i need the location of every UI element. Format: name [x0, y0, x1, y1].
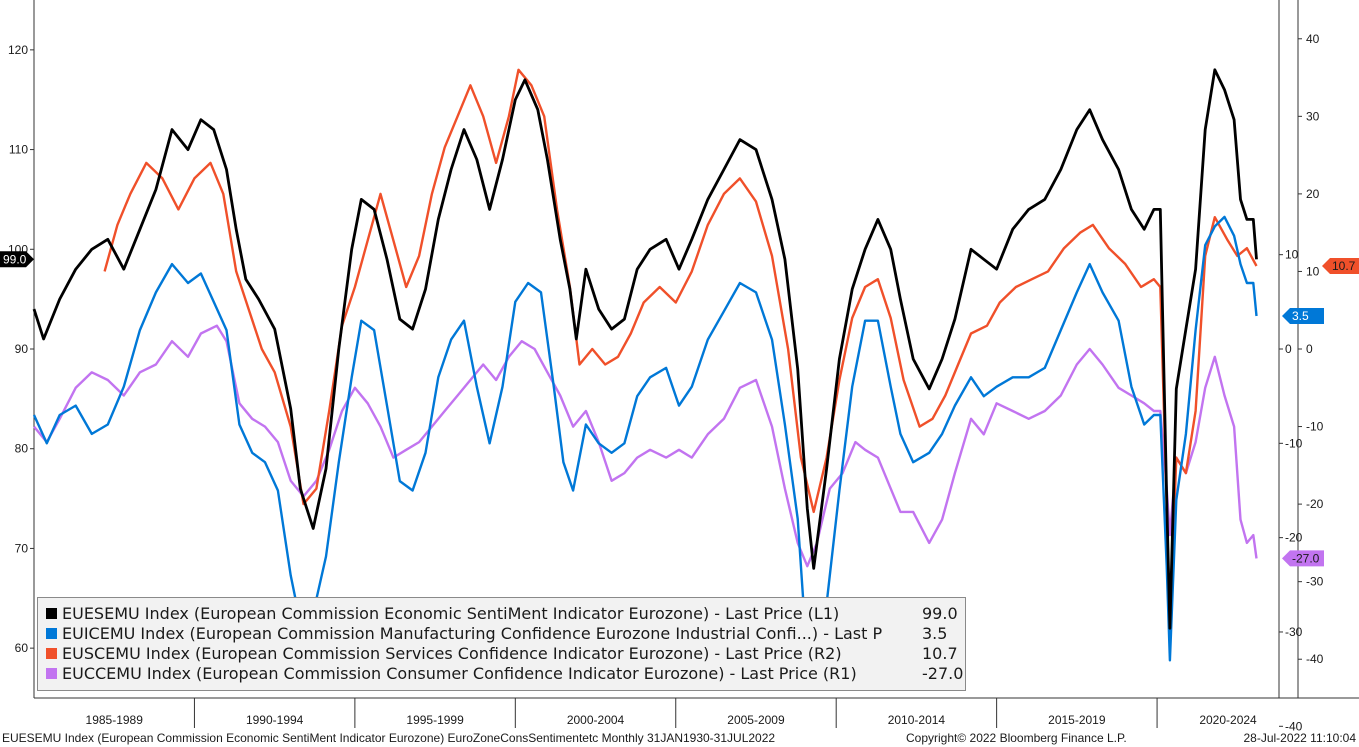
footer-timestamp: 28-Jul-2022 11:10:04 — [1243, 731, 1356, 745]
left-axis-tick-label: 70 — [15, 541, 29, 555]
left-axis-tick-label: 110 — [9, 143, 28, 157]
outer-right-axis-tick-label: 40 — [1306, 32, 1320, 46]
legend-swatch-euesemu — [46, 608, 57, 619]
axes: 60708090100110120-40-30-20-10010-40-30-2… — [8, 0, 1359, 733]
inner-right-axis-tick-label: -30 — [1285, 625, 1303, 639]
legend-entry-euscemu: EUSCEMU Index (European Commission Servi… — [46, 644, 965, 664]
legend-swatch-euscemu — [46, 648, 57, 659]
outer-right-axis-tick-label: -20 — [1306, 497, 1324, 511]
left-axis-tick-label: 60 — [15, 641, 29, 655]
outer-right-axis-tick-label: 10 — [1306, 264, 1320, 278]
series-lines — [32, 68, 1258, 681]
badge-euicemu-shape — [1282, 307, 1324, 324]
left-axis-tick-label: 80 — [15, 442, 29, 456]
legend-value-euicemu: 3.5 — [922, 624, 948, 643]
footer-copyright: Copyright© 2022 Bloomberg Finance L.P. — [906, 731, 1127, 745]
inner-right-axis-tick-label: -40 — [1285, 719, 1303, 733]
outer-right-axis-tick-label: -40 — [1306, 652, 1324, 666]
badge-euccemu-text: -27.0 — [1292, 551, 1320, 565]
series-line-euicemu — [32, 215, 1258, 681]
outer-right-axis-tick-label: -10 — [1306, 420, 1324, 434]
badge-euesemu-text: 99.0 — [3, 252, 27, 266]
series-line-euscemu — [103, 68, 1258, 630]
legend-entry-euicemu: EUICEMU Index (European Commission Manuf… — [46, 624, 965, 644]
inner-right-axis-tick-label: -10 — [1285, 436, 1303, 450]
legend-value-euscemu: 10.7 — [922, 644, 958, 663]
inner-right-axis-tick-label: -20 — [1285, 531, 1303, 545]
badge-euicemu-text: 3.5 — [1292, 309, 1309, 323]
inner-right-axis-tick-label: 10 — [1285, 248, 1299, 262]
badge-euscemu-shape — [1322, 258, 1359, 275]
x-axis-tick-label: 2020-2024 — [1199, 713, 1257, 727]
legend-label-euesemu: EUESEMU Index (European Commission Econo… — [62, 604, 840, 623]
legend-swatch-euccemu — [46, 668, 57, 679]
legend-label-euccemu: EUCCEMU Index (European Commission Consu… — [62, 664, 857, 683]
legend-entry-euesemu: EUESEMU Index (European Commission Econo… — [46, 604, 965, 624]
inner-right-axis-tick-label: 0 — [1285, 342, 1292, 356]
legend-entry-euccemu: EUCCEMU Index (European Commission Consu… — [46, 664, 965, 684]
x-axis-tick-label: 2015-2019 — [1048, 713, 1106, 727]
series-line-euesemu — [32, 68, 1258, 630]
x-axis-tick-label: 2010-2014 — [888, 713, 946, 727]
legend-label-euicemu: EUICEMU Index (European Commission Manuf… — [62, 624, 883, 643]
badge-euesemu-shape — [0, 251, 34, 268]
left-axis-tick-label: 120 — [8, 43, 28, 57]
legend-swatch-euicemu — [46, 628, 57, 639]
outer-right-axis-tick-label: 0 — [1306, 342, 1313, 356]
footer-description: EUESEMU Index (European Commission Econo… — [2, 731, 776, 745]
outer-right-axis-tick-label: 30 — [1306, 109, 1320, 123]
left-axis-tick-label: 90 — [15, 342, 29, 356]
badge-euscemu-text: 10.7 — [1332, 259, 1356, 273]
x-axis-tick-label: 1990-1994 — [246, 713, 304, 727]
badge-euccemu-shape — [1282, 550, 1324, 567]
x-axis-tick-label: 1985-1989 — [86, 713, 144, 727]
series-line-euccemu — [33, 324, 1258, 568]
legend-value-euccemu: -27.0 — [922, 664, 964, 683]
legend-label-euscemu: EUSCEMU Index (European Commission Servi… — [62, 644, 842, 663]
legend: EUESEMU Index (European Commission Econo… — [37, 597, 966, 691]
last-value-badges: 99.0 3.5 10.7 -27.0 — [0, 251, 1359, 567]
outer-right-axis-tick-label: 20 — [1306, 187, 1320, 201]
legend-value-euesemu: 99.0 — [922, 604, 958, 623]
outer-right-axis-tick-label: -30 — [1306, 575, 1324, 589]
x-axis-tick-label: 2000-2004 — [567, 713, 625, 727]
x-axis-tick-label: 1995-1999 — [406, 713, 464, 727]
x-axis-tick-label: 2005-2009 — [727, 713, 785, 727]
